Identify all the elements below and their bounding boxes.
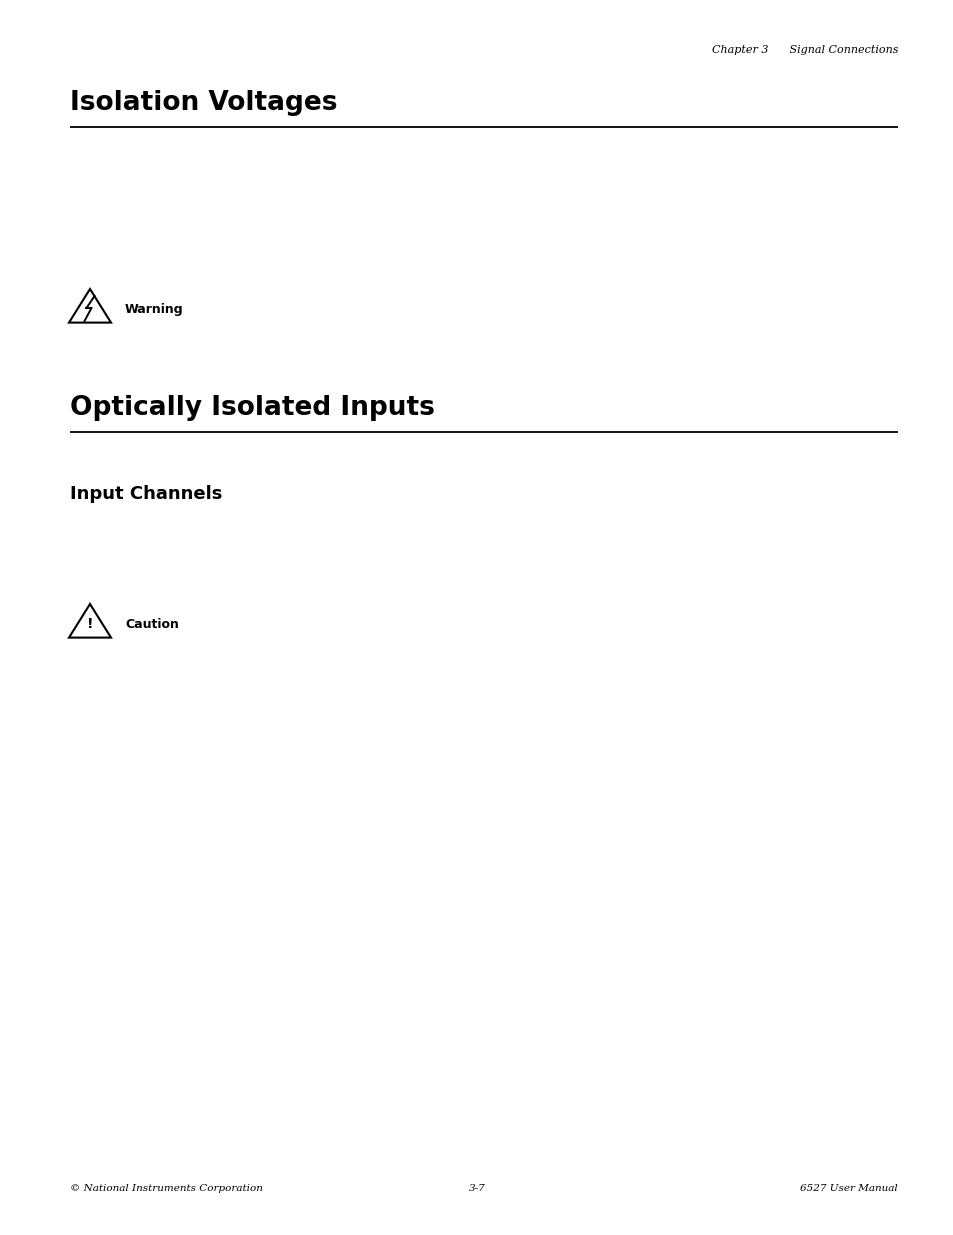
Text: Warning: Warning: [125, 304, 183, 316]
Text: 6527 User Manual: 6527 User Manual: [800, 1184, 897, 1193]
Text: Optically Isolated Inputs: Optically Isolated Inputs: [70, 395, 435, 421]
Text: Caution: Caution: [125, 619, 179, 631]
Text: Chapter 3      Signal Connections: Chapter 3 Signal Connections: [711, 44, 897, 56]
Text: Input Channels: Input Channels: [70, 485, 222, 503]
Text: © National Instruments Corporation: © National Instruments Corporation: [70, 1184, 263, 1193]
Text: 3-7: 3-7: [468, 1184, 485, 1193]
Text: Isolation Voltages: Isolation Voltages: [70, 90, 337, 116]
Text: !: !: [87, 618, 93, 631]
